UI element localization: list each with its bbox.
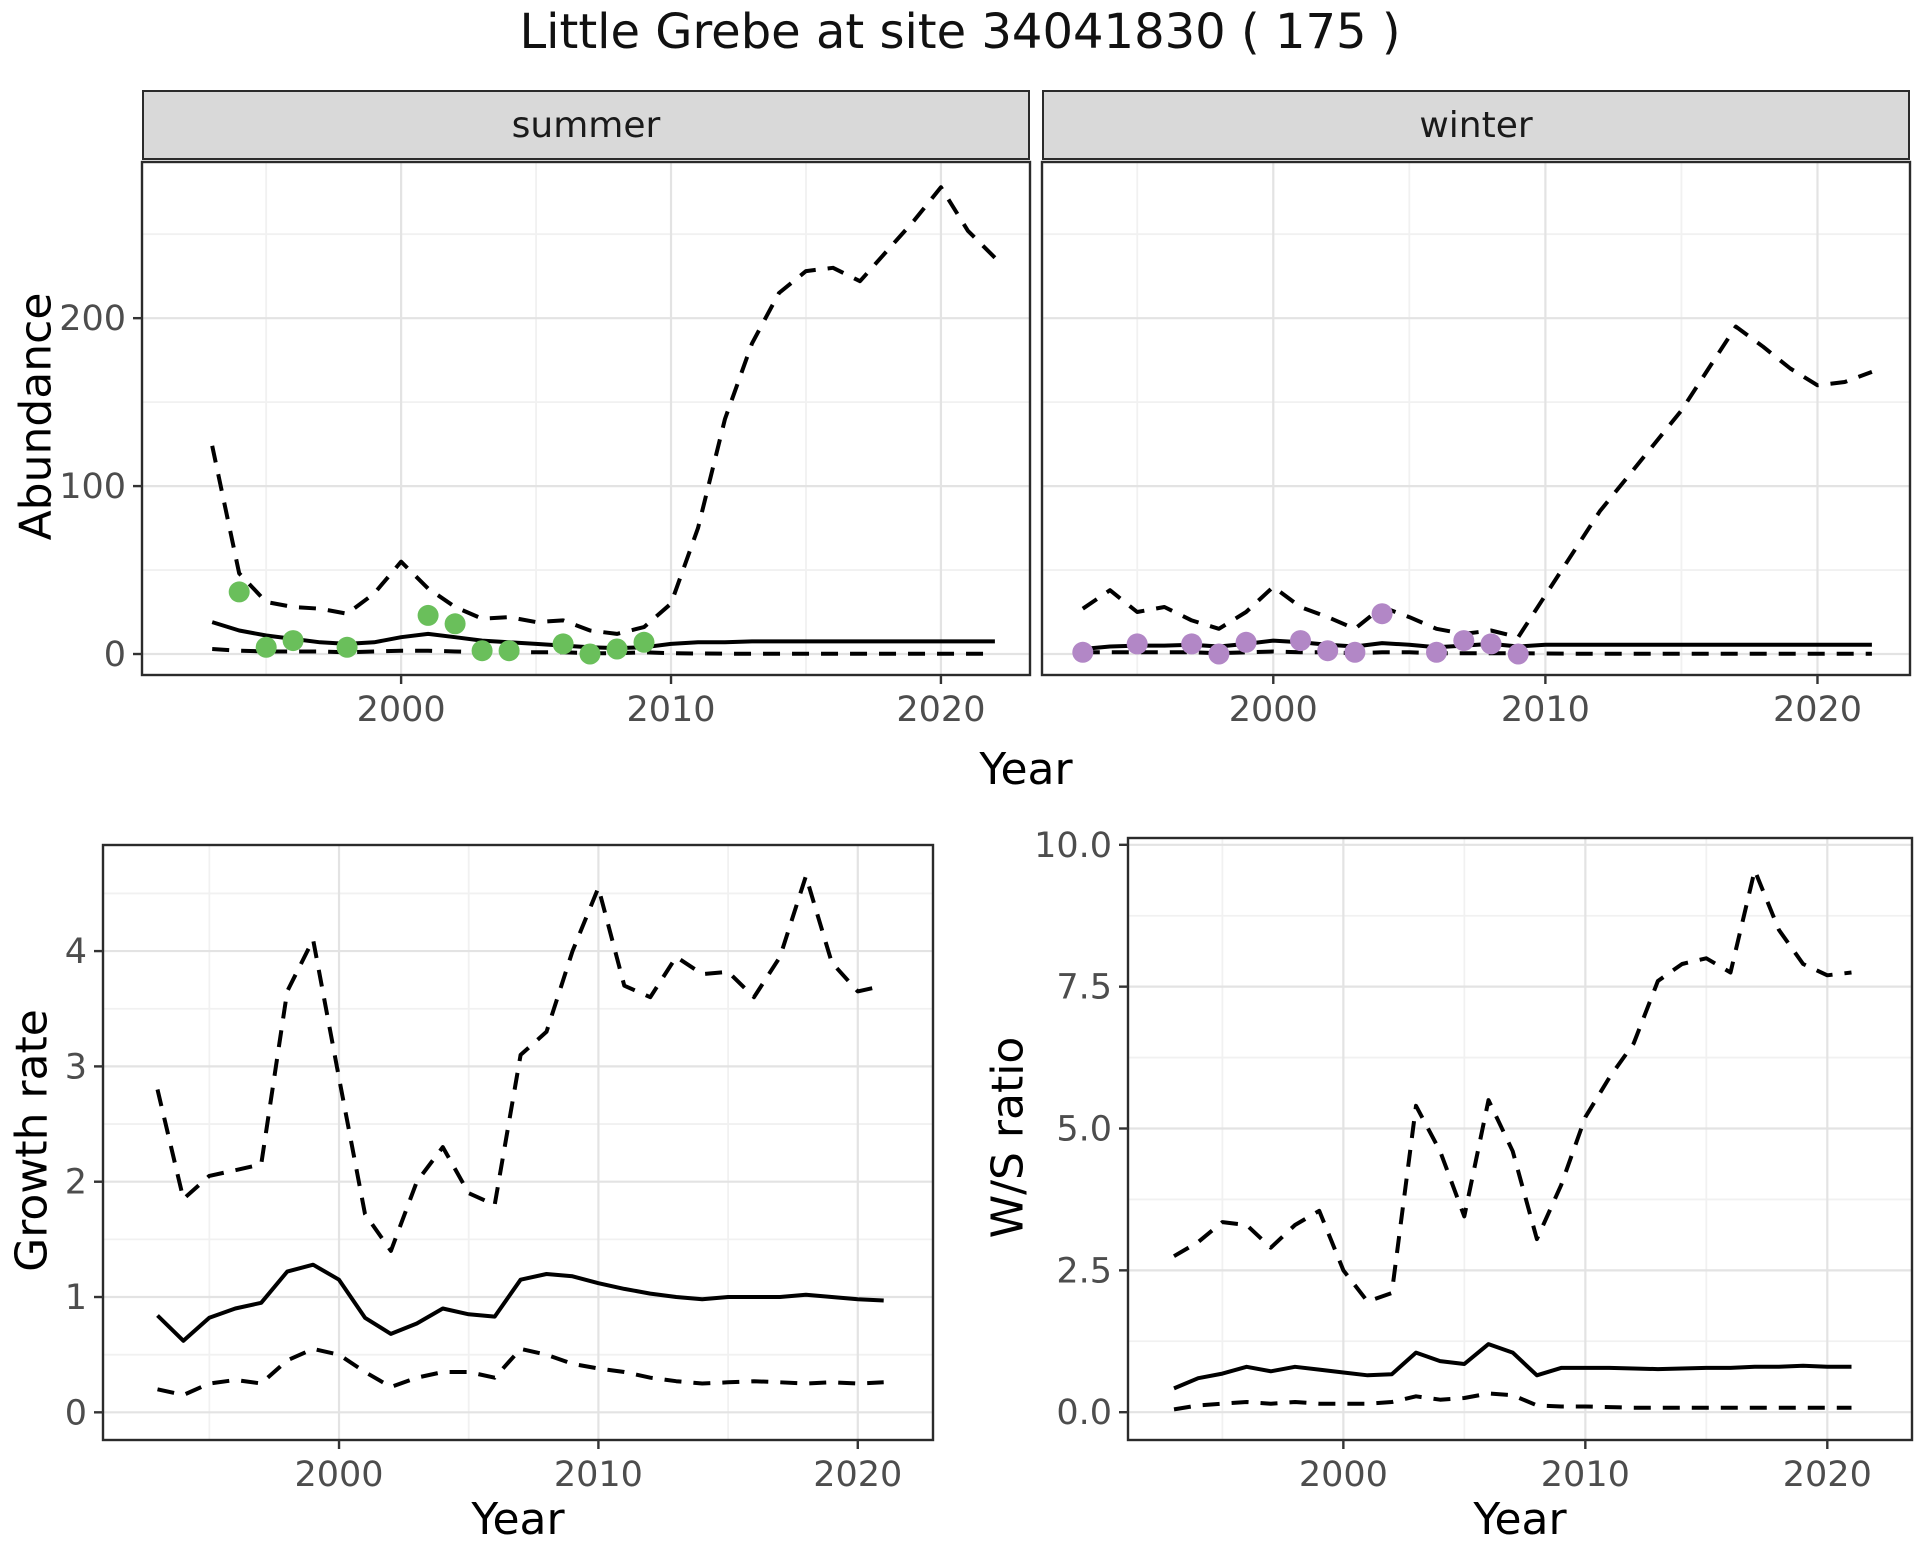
observed-count-winter [1426, 641, 1447, 663]
observed-count-winter [1317, 640, 1339, 662]
growth-rate-ytick-label: 3 [65, 1047, 87, 1087]
abundance-summer-xtick-label: 2000 [357, 690, 446, 730]
growth-rate-ytick-label: 1 [65, 1278, 87, 1318]
observed-count-summer [336, 636, 358, 658]
observed-count-summer [417, 604, 439, 626]
growth-rate-panel [103, 845, 933, 1440]
observed-count-winter [1507, 643, 1529, 665]
abundance-summer-ytick-label: 0 [104, 635, 126, 675]
growth-rate-xtick-label: 2020 [813, 1455, 902, 1495]
growth-rate-ytick-label: 0 [65, 1393, 87, 1433]
abundance-summer-xtick-label: 2020 [896, 690, 985, 730]
observed-count-summer [444, 613, 466, 635]
abundance-winter-xtick-label: 2020 [1773, 690, 1862, 730]
observed-count-winter [1208, 643, 1230, 665]
abundance-summer-upper-ci-line [210, 185, 997, 636]
growth-rate-xtick-label: 2010 [554, 1455, 643, 1495]
ws-ratio-ytick-label: 5.0 [1056, 1110, 1112, 1150]
observed-count-winter [1072, 641, 1094, 663]
ws-ratio-border [1126, 836, 1914, 1442]
growth-rate-fitted-line [156, 1262, 884, 1343]
observed-count-summer [471, 640, 493, 662]
ws-ratio-ytick-label: 10.0 [1034, 826, 1112, 866]
x-axis-title-year-top: Year [979, 744, 1073, 795]
abundance-winter-xtick-label: 2000 [1229, 690, 1318, 730]
facet-strip-summer-label: summer [511, 104, 661, 146]
ws-ratio-ytick-label: 0.0 [1056, 1393, 1112, 1433]
observed-count-summer [282, 630, 304, 652]
y-axis-title-abundance: Abundance [10, 292, 62, 541]
observed-count-summer [606, 638, 628, 660]
abundance-summer-border [140, 160, 1032, 677]
ws-ratio-panel [1128, 838, 1912, 1440]
abundance-winter-xtick-label: 2010 [1501, 690, 1590, 730]
abundance-summer-panel [142, 162, 1030, 675]
abundance-summer-ytick-label: 200 [59, 299, 126, 339]
abundance-winter-upper-ci-line [1081, 324, 1873, 640]
x-axis-title-year-growth: Year [471, 1494, 565, 1545]
abundance-summer-ytick-label: 100 [59, 467, 126, 507]
abundance-winter-panel [1042, 162, 1910, 675]
growth-rate-ytick-label: 2 [65, 1163, 87, 1203]
observed-count-winter [1480, 633, 1502, 655]
growth-rate-lower-ci-line [157, 1346, 884, 1397]
abundance-summer-xtick-label: 2010 [626, 690, 715, 730]
ws-ratio-ytick-label: 2.5 [1056, 1251, 1112, 1291]
ws-ratio-xtick-label: 2020 [1783, 1455, 1872, 1495]
observed-count-winter [1290, 630, 1311, 652]
plot-title: Little Grebe at site 34041830 ( 175 ) [519, 4, 1401, 60]
observed-count-summer [579, 643, 601, 665]
growth-rate-upper-ci-line [155, 874, 885, 1253]
facet-strip-winter-label: winter [1419, 104, 1533, 146]
observed-count-summer [255, 636, 277, 658]
abundance-winter-border [1040, 160, 1912, 677]
growth-rate-border [101, 843, 935, 1442]
observed-count-winter [1126, 633, 1148, 655]
x-axis-title-year-ws: Year [1473, 1494, 1567, 1545]
growth-rate-xtick-label: 2000 [294, 1455, 383, 1495]
observed-count-winter [1453, 630, 1475, 652]
observed-count-summer [552, 633, 574, 655]
observed-count-summer [498, 640, 520, 662]
observed-count-winter [1344, 641, 1366, 663]
y-axis-title-ws-ratio: W/S ratio [982, 1036, 1034, 1239]
ws-ratio-upper-ci-line [1172, 868, 1852, 1304]
growth-rate-ytick-label: 4 [65, 932, 87, 972]
observed-count-summer [228, 581, 250, 603]
facet-strip-summer: summer [142, 90, 1030, 160]
observed-count-winter [1235, 631, 1257, 653]
observed-count-winter [1371, 603, 1393, 625]
observed-count-summer [633, 631, 655, 653]
ws-ratio-ytick-label: 7.5 [1056, 968, 1112, 1008]
ws-ratio-xtick-label: 2010 [1541, 1455, 1630, 1495]
ws-ratio-xtick-label: 2000 [1299, 1455, 1388, 1495]
ws-ratio-fitted-line [1173, 1342, 1852, 1391]
facet-strip-winter: winter [1042, 90, 1910, 160]
y-axis-title-growth-rate: Growth rate [6, 1009, 58, 1272]
observed-count-winter [1181, 633, 1203, 655]
